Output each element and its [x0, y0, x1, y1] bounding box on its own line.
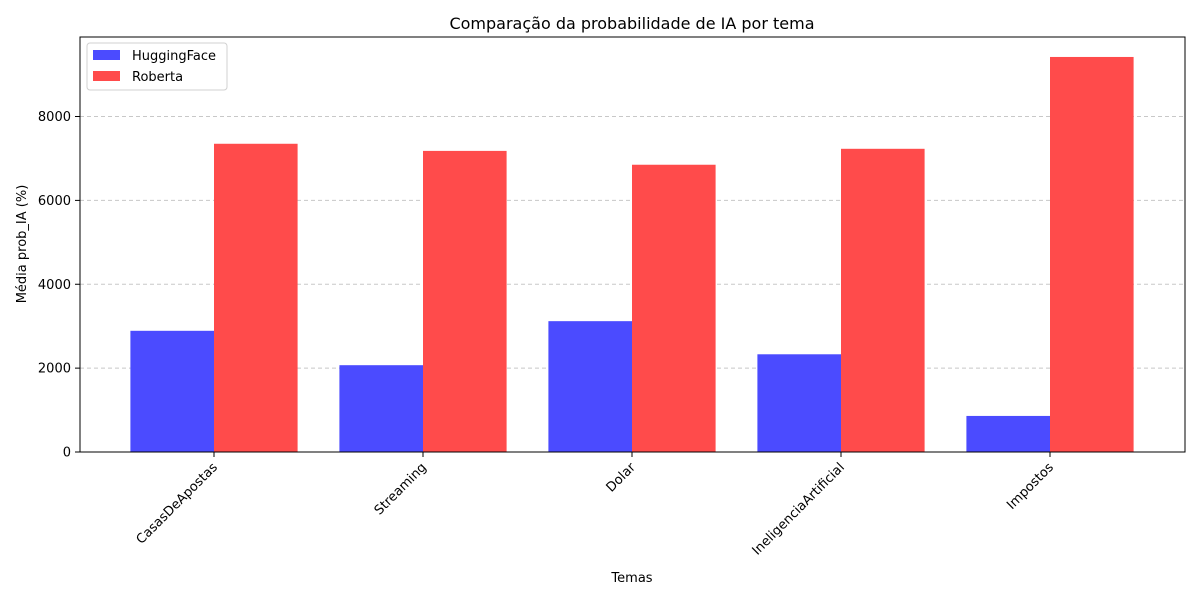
y-tick-label: 8000	[38, 110, 71, 125]
legend-label: HuggingFace	[132, 49, 216, 64]
legend-label: Roberta	[132, 70, 183, 85]
y-axis: 0 2000 4000 6000 8000	[38, 110, 80, 461]
bar-roberta-streaming	[423, 150, 507, 452]
y-tick-label: 4000	[38, 278, 71, 293]
chart-title: Comparação da probabilidade de IA por te…	[449, 14, 814, 33]
legend-box	[86, 42, 228, 91]
bar-huggingface-dolar	[548, 321, 632, 452]
y-tick-label: 6000	[38, 194, 71, 209]
y-tick-label: 0	[63, 446, 71, 461]
bar-roberta-casasdeapostas	[214, 143, 298, 452]
bar-roberta-ineligenciaartificial	[841, 148, 925, 452]
legend-swatch	[93, 50, 120, 60]
x-axis-label: Temas	[610, 571, 652, 586]
bar-huggingface-ineligenciaartificial	[757, 354, 841, 452]
bars	[130, 56, 1134, 452]
bar-huggingface-casasdeapostas	[130, 330, 214, 452]
y-tick-label: 2000	[38, 362, 71, 377]
bar-roberta-impostos	[1050, 56, 1134, 452]
bar-huggingface-streaming	[339, 365, 423, 452]
legend: HuggingFace Roberta	[86, 42, 228, 91]
bar-roberta-dolar	[632, 164, 716, 452]
y-axis-label: Média prob_IA (%)	[15, 185, 30, 304]
legend-swatch	[93, 71, 120, 81]
bar-huggingface-impostos	[966, 415, 1050, 452]
